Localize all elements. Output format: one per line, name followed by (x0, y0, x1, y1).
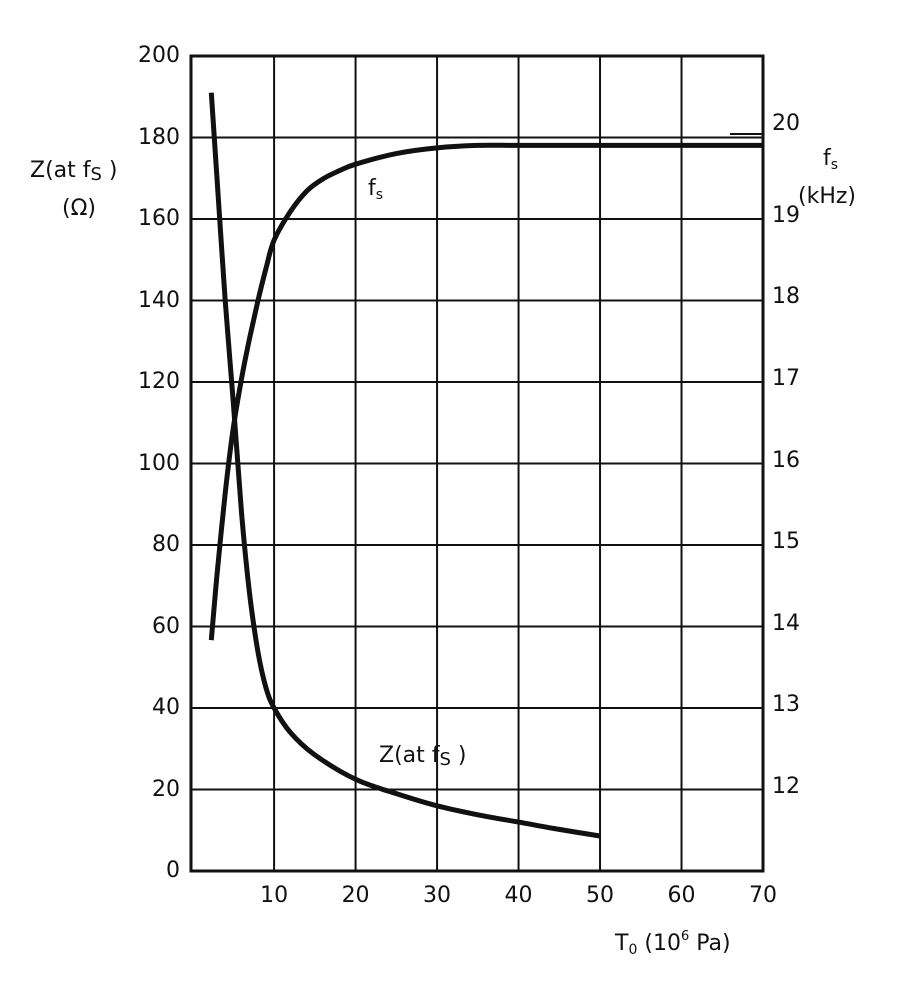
right-tick-label-13: 13 (772, 692, 800, 718)
x-axis-title-sub: 0 (628, 942, 638, 958)
left-tick-label-20: 20 (152, 776, 180, 802)
left-tick-label-140: 140 (138, 287, 180, 313)
z-impedance-curve (208, 92, 601, 839)
z-curve-label: Z(at fS ) (379, 745, 467, 769)
right-tick-label-14: 14 (772, 610, 800, 636)
x-tick-label-60: 60 (667, 883, 696, 908)
left-axis-title-main: Z(at f (30, 158, 91, 183)
left-tick-label-60: 60 (152, 613, 180, 639)
left-tick-label-0: 0 (166, 858, 180, 883)
right-tick-label-12: 12 (772, 774, 800, 799)
fs-frequency-curve (208, 142, 763, 641)
x-tick-label-30: 30 (423, 883, 452, 908)
right-tick-label-17: 17 (772, 365, 800, 391)
right-tick-label-15: 15 (772, 529, 800, 555)
left-tick-label-180: 180 (138, 124, 180, 150)
left-tick-label-200: 200 (138, 43, 180, 68)
fs-curve-label-main: f (368, 176, 376, 201)
left-tick-label-160: 160 (138, 206, 180, 231)
x-axis-title-sup: 6 (680, 929, 690, 944)
left-tick-label-120: 120 (138, 369, 180, 394)
left-axis-title: Z(at fS ) (30, 160, 118, 184)
x-axis-title-pre: (10 (637, 931, 681, 956)
x-tick-label-70: 70 (749, 883, 777, 908)
left-tick-label-100: 100 (138, 450, 180, 476)
x-tick-label-50: 50 (586, 883, 615, 908)
right-tick-label-16: 16 (772, 447, 800, 473)
x-tick-label-10: 10 (260, 883, 289, 908)
x-axis-title: T0 (106 Pa) (615, 930, 731, 957)
right-tick-label-19: 19 (772, 202, 800, 228)
right-tick-label-20: 20 (772, 111, 800, 136)
x-tick-label-40: 40 (504, 883, 533, 908)
fs-curve-label-sub: s (375, 187, 384, 203)
left-tick-label-80: 80 (152, 532, 180, 557)
left-tick-label-40: 40 (152, 695, 180, 720)
right-axis-title-main: f (823, 146, 831, 171)
left-axis-unit: (Ω) (62, 196, 96, 221)
left-axis-title-post: ) (101, 158, 118, 183)
right-axis-unit: (kHz) (798, 184, 856, 209)
right-tick-label-18: 18 (772, 284, 800, 310)
plot-frame (189, 54, 765, 873)
z-curve-label-main: Z(at f (379, 743, 440, 768)
right-axis-title: fs (823, 146, 839, 173)
left-axis-title-sub: S (90, 164, 102, 185)
x-axis-title-post: Pa) (689, 931, 731, 956)
x-tick-label-20: 20 (341, 883, 370, 908)
right-axis-title-sub: s (830, 157, 839, 173)
z-curve-label-sub: S (439, 749, 451, 770)
z-curve-label-post: ) (450, 743, 467, 768)
fs-curve-label: fs (368, 176, 384, 203)
x-axis-title-main: T (615, 931, 629, 956)
gridlines (191, 56, 763, 871)
